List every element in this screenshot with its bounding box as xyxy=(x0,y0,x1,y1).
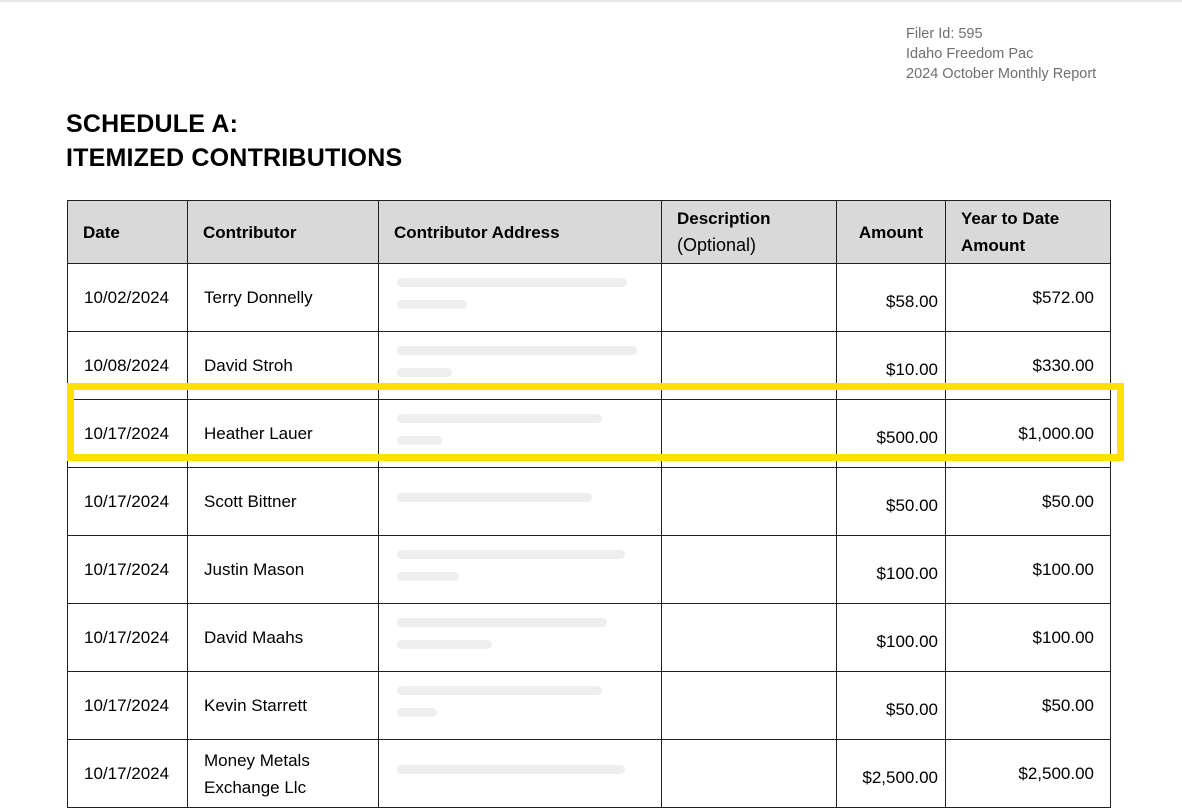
cell-contributor: Heather Lauer xyxy=(187,399,379,468)
col-ytd: Year to Date Amount xyxy=(945,200,1111,264)
cell-amount: $100.00 xyxy=(836,603,946,672)
table-row: 10/17/2024 Kevin Starrett $50.00 $50.00 xyxy=(67,671,1111,740)
cell-address-redacted xyxy=(378,671,662,740)
cell-description xyxy=(661,535,837,604)
cell-contributor: Scott Bittner xyxy=(187,467,379,536)
contributions-table: Date Contributor Contributor Address Des… xyxy=(67,200,1111,808)
col-description: Description (Optional) xyxy=(661,200,837,264)
table-row-highlighted: 10/17/2024 Heather Lauer $500.00 $1,000.… xyxy=(67,399,1111,468)
col-contributor: Contributor xyxy=(187,200,379,264)
page-title: SCHEDULE A: ITEMIZED CONTRIBUTIONS xyxy=(66,107,402,175)
cell-amount: $10.00 xyxy=(836,331,946,400)
filer-info: Filer Id: 595 Idaho Freedom Pac 2024 Oct… xyxy=(906,24,1096,84)
cell-address-redacted xyxy=(378,603,662,672)
cell-description xyxy=(661,399,837,468)
cell-amount: $100.00 xyxy=(836,535,946,604)
committee-name: Idaho Freedom Pac xyxy=(906,46,1034,62)
cell-ytd: $100.00 xyxy=(945,603,1111,672)
col-ytd-line-2: Amount xyxy=(961,236,1026,255)
col-address: Contributor Address xyxy=(378,200,662,264)
cell-address-redacted xyxy=(378,535,662,604)
cell-ytd: $50.00 xyxy=(945,467,1111,536)
cell-contributor: David Stroh xyxy=(187,331,379,400)
cell-date: 10/17/2024 xyxy=(67,535,188,604)
cell-contributor: David Maahs xyxy=(187,603,379,672)
col-description-optional: (Optional) xyxy=(677,235,757,255)
cell-description xyxy=(661,467,837,536)
cell-description xyxy=(661,603,837,672)
table-row: 10/17/2024 David Maahs $100.00 $100.00 xyxy=(67,603,1111,672)
cell-contributor: Terry Donnelly xyxy=(187,263,379,332)
cell-ytd: $330.00 xyxy=(945,331,1111,400)
col-description-label: Description xyxy=(677,209,771,228)
page-top-edge xyxy=(0,0,1182,2)
cell-ytd: $1,000.00 xyxy=(945,399,1111,468)
cell-address-redacted xyxy=(378,467,662,536)
cell-ytd: $50.00 xyxy=(945,671,1111,740)
col-date: Date xyxy=(67,200,188,264)
table-header-row: Date Contributor Contributor Address Des… xyxy=(67,200,1111,264)
cell-contributor: Justin Mason xyxy=(187,535,379,604)
cell-date: 10/17/2024 xyxy=(67,467,188,536)
cell-ytd: $572.00 xyxy=(945,263,1111,332)
filer-id: Filer Id: 595 xyxy=(906,26,983,42)
cell-address-redacted xyxy=(378,399,662,468)
cell-amount: $50.00 xyxy=(836,467,946,536)
cell-date: 10/02/2024 xyxy=(67,263,188,332)
cell-date: 10/08/2024 xyxy=(67,331,188,400)
title-line-1: SCHEDULE A: xyxy=(66,110,239,138)
cell-amount: $500.00 xyxy=(836,399,946,468)
cell-address-redacted xyxy=(378,331,662,400)
col-ytd-line-1: Year to Date xyxy=(961,209,1060,228)
cell-contributor: Kevin Starrett xyxy=(187,671,379,740)
cell-amount: $50.00 xyxy=(836,671,946,740)
table-row: 10/08/2024 David Stroh $10.00 $330.00 xyxy=(67,331,1111,400)
report-name: 2024 October Monthly Report xyxy=(906,66,1097,82)
cell-contributor-line-2: Exchange Llc xyxy=(204,777,307,797)
table-row: 10/17/2024 Justin Mason $100.00 $100.00 xyxy=(67,535,1111,604)
cell-amount: $58.00 xyxy=(836,263,946,332)
cell-contributor-line-1: Money Metals xyxy=(204,750,310,770)
cell-date: 10/17/2024 xyxy=(67,671,188,740)
cell-date: 10/17/2024 xyxy=(67,399,188,468)
title-line-2: ITEMIZED CONTRIBUTIONS xyxy=(66,144,403,172)
cell-description xyxy=(661,331,837,400)
table-row: 10/02/2024 Terry Donnelly $58.00 $572.00 xyxy=(67,263,1111,332)
cell-address-redacted xyxy=(378,263,662,332)
cell-description xyxy=(661,671,837,740)
cell-ytd: $100.00 xyxy=(945,535,1111,604)
col-amount: Amount xyxy=(836,200,946,264)
cell-description xyxy=(661,263,837,332)
cell-date: 10/17/2024 xyxy=(67,603,188,672)
table-row: 10/17/2024 Scott Bittner $50.00 $50.00 xyxy=(67,467,1111,536)
